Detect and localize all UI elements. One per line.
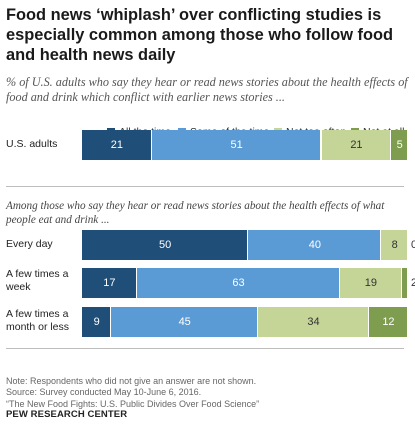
value-label: 21 xyxy=(110,139,124,151)
bar-segment-all-the-time xyxy=(82,268,137,298)
bar-segment-not-too-often xyxy=(340,268,402,298)
value-label: 50 xyxy=(159,239,172,251)
value-label: 21 xyxy=(350,139,363,151)
bar-segment-some-of-the-time xyxy=(248,230,382,260)
bar-segment-not-at-all xyxy=(401,268,408,298)
bar-segment-not-at-all xyxy=(368,307,408,337)
bar-row-every-day: 50 40 8 0 xyxy=(82,230,415,260)
bar-segment-not-at-all xyxy=(391,130,408,160)
bar-segment-not-too-often xyxy=(321,130,392,160)
value-label: 19 xyxy=(364,277,377,289)
subgroup-heading: Among those who say they hear or read ne… xyxy=(6,200,385,226)
chart-title: Food news ‘whiplash’ over conflicting st… xyxy=(6,6,394,64)
source-line: Source: Survey conducted May 10-June 6, … xyxy=(6,387,202,398)
bar-row-few-times-week: 17 63 19 2 xyxy=(82,268,415,298)
value-label: 5 xyxy=(396,139,403,151)
value-label: 51 xyxy=(230,139,243,151)
bar-segment-some-of-the-time xyxy=(111,307,259,337)
footer-divider xyxy=(6,348,404,349)
value-label: 12 xyxy=(382,316,395,328)
value-label: 34 xyxy=(307,316,320,328)
note-line: Note: Respondents who did not give an an… xyxy=(6,376,257,386)
section-divider xyxy=(6,186,404,187)
report-title-line: “The New Food Fights: U.S. Public Divide… xyxy=(6,398,260,409)
bar-segment-all-the-time xyxy=(82,230,249,260)
row-label-few-times-month: A few times a month or less xyxy=(6,308,70,333)
value-label: 17 xyxy=(103,277,116,289)
bar-segment-not-too-often xyxy=(381,230,408,260)
bar-row-us-adults: 21 51 21 5 xyxy=(82,130,408,160)
value-label: 2 xyxy=(411,277,415,289)
source-organization: PEW RESEARCH CENTER xyxy=(6,409,128,420)
row-label-every-day: Every day xyxy=(6,238,53,250)
notes: Note: Respondents who did not give an an… xyxy=(6,376,410,410)
value-label: 45 xyxy=(178,316,191,328)
bar-segment-not-too-often xyxy=(258,307,369,337)
row-label-few-times-week: A few times a week xyxy=(6,268,69,293)
value-label: 40 xyxy=(308,239,321,251)
bar-segment-all-the-time xyxy=(82,130,152,160)
bar-segment-some-of-the-time xyxy=(136,268,341,298)
bar-segment-some-of-the-time xyxy=(151,130,322,160)
bar-row-few-times-month: 9 45 34 12 xyxy=(82,307,408,337)
row-label-us-adults: U.S. adults xyxy=(6,138,58,150)
bar-segment-all-the-time xyxy=(82,307,112,337)
value-label: 63 xyxy=(232,277,245,289)
chart-subtitle: % of U.S. adults who say they hear or re… xyxy=(6,75,408,104)
value-label: 0 xyxy=(411,239,415,251)
value-label: 9 xyxy=(93,316,100,328)
value-label: 8 xyxy=(391,239,398,251)
